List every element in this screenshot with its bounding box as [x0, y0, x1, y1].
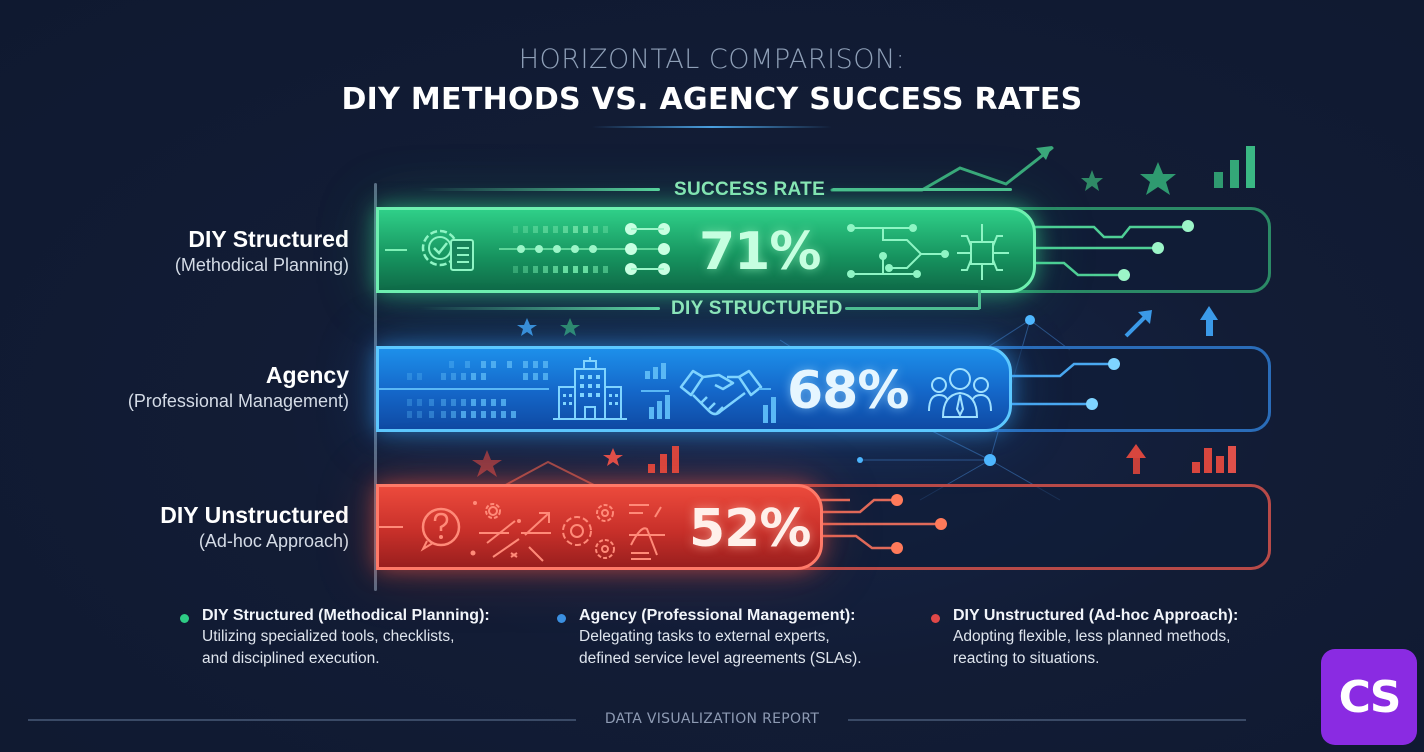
- stars-decoration-icon: [517, 318, 580, 336]
- footer-rule-right: [848, 719, 1246, 721]
- legend-desc: defined service level agreements (SLAs).: [579, 650, 862, 667]
- data-stream-icon: [379, 361, 549, 418]
- bar-fill-agency: 68%: [376, 346, 1012, 432]
- bar-value-label: 68%: [787, 361, 909, 421]
- bar-fill-diy-unstructured: 52%: [376, 484, 823, 570]
- handshake-icon: [679, 369, 763, 416]
- row-sub: (Professional Management): [127, 391, 349, 411]
- circuit-traces-icon: [820, 494, 947, 554]
- gear-checklist-icon: [385, 229, 474, 271]
- caption-line-left: [420, 188, 660, 191]
- legend-dot-red: [931, 614, 940, 623]
- cs-badge-logo: CS: [1321, 649, 1417, 745]
- legend-dot-blue: [557, 614, 566, 623]
- chart-title: DIY METHODS VS. AGENCY SUCCESS RATES: [341, 82, 1083, 117]
- row-name: DIY Structured: [188, 226, 349, 252]
- chaos-gears-icon: [470, 501, 665, 562]
- legend-desc: and disciplined execution.: [202, 650, 380, 667]
- legend-item-agency: Agency (Professional Management): Delega…: [557, 607, 917, 669]
- legend-desc: Adopting flexible, less planned methods,: [953, 628, 1231, 645]
- success-rate-caption: SUCCESS RATE: [674, 179, 826, 200]
- footer-rule-left: [28, 719, 576, 721]
- legend-dot-green: [180, 614, 189, 623]
- row-label-diy-structured: DIY Structured (Methodical Planning): [175, 226, 349, 276]
- legend-desc: Delegating tasks to external experts,: [579, 628, 830, 645]
- legend-title: DIY Unstructured (Ad-hoc Approach):: [953, 607, 1239, 624]
- bar-chart-icon: [759, 388, 776, 423]
- red-growth-icon: [1126, 444, 1236, 474]
- building-icon: [553, 357, 627, 420]
- bar-chart-icon: [641, 363, 670, 419]
- row-sub: (Methodical Planning): [174, 255, 349, 275]
- legend-desc: Utilizing specialized tools, checklists,: [202, 628, 455, 645]
- bar-value-label: 71%: [699, 222, 821, 282]
- legend-item-diy-structured: DIY Structured (Methodical Planning): Ut…: [180, 607, 540, 669]
- row-label-diy-unstructured: DIY Unstructured (Ad-hoc Approach): [160, 502, 349, 552]
- row-name: DIY Unstructured: [160, 502, 349, 528]
- y-axis-line: [374, 183, 377, 591]
- diy-structured-caption: DIY STRUCTURED: [671, 298, 843, 319]
- circuit-traces-icon: [1034, 220, 1194, 281]
- circuit-traces-icon: [1010, 358, 1120, 410]
- legend-desc: reacting to situations.: [953, 650, 1100, 667]
- data-stream-icon: [499, 223, 670, 275]
- caption-connector: [978, 290, 981, 309]
- row-sub: (Ad-hoc Approach): [198, 531, 349, 551]
- chart-subtitle: HORIZONTAL COMPARISON:: [518, 44, 906, 75]
- legend-title: Agency (Professional Management):: [579, 607, 856, 624]
- bar-value-label: 52%: [689, 499, 811, 559]
- title-divider: [592, 126, 832, 128]
- circuit-chip-icon: [847, 224, 1009, 280]
- caption-line-right: [832, 188, 1012, 191]
- caption-line-right-2: [845, 307, 980, 310]
- trend-decoration-icon: [830, 146, 1255, 195]
- caption-line-left-2: [420, 307, 660, 310]
- up-arrows-icon: [1124, 306, 1218, 338]
- legend-item-diy-unstructured: DIY Unstructured (Ad-hoc Approach): Adop…: [931, 607, 1291, 669]
- red-decoration-icon: [472, 446, 679, 489]
- bar-fill-diy-structured: 71%: [376, 207, 1036, 293]
- row-label-agency: Agency (Professional Management): [128, 362, 349, 412]
- row-name: Agency: [265, 362, 349, 388]
- question-icon: [379, 507, 461, 552]
- footer-text: DATA VISUALIZATION REPORT: [604, 711, 820, 727]
- legend-title: DIY Structured (Methodical Planning):: [202, 607, 490, 624]
- team-icon: [928, 368, 992, 418]
